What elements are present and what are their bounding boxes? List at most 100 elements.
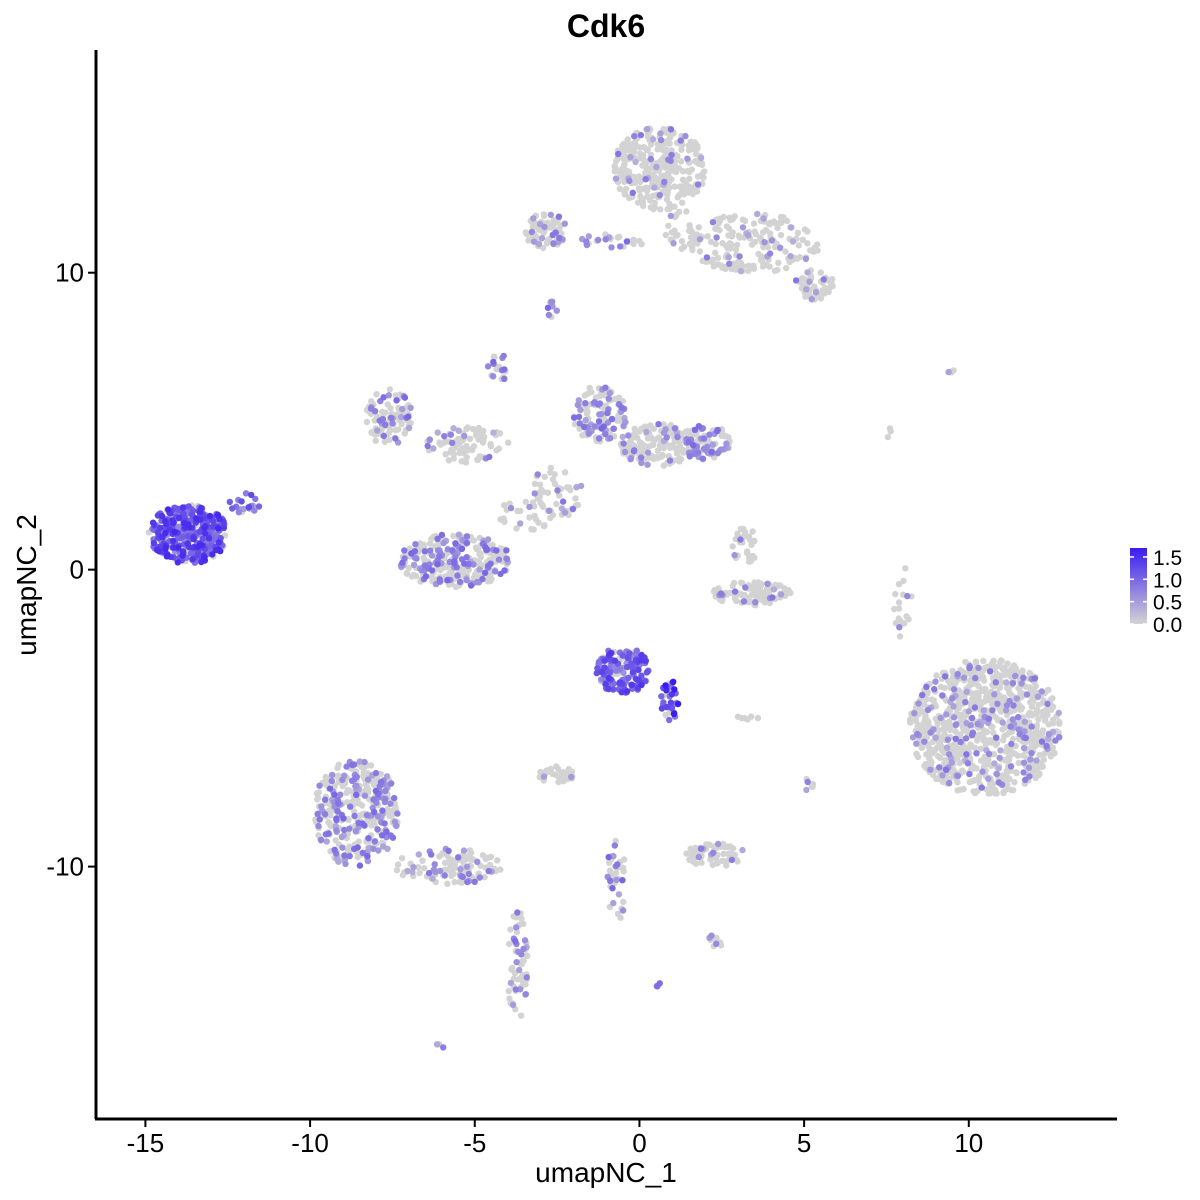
cell-point: [656, 192, 663, 199]
cell-point: [620, 146, 628, 154]
cell-point: [950, 714, 958, 721]
cell-point: [1041, 717, 1049, 724]
cell-point: [891, 605, 898, 613]
cell-point: [956, 688, 964, 696]
cell-point: [605, 853, 612, 861]
cell-point: [629, 668, 637, 676]
cell-point: [621, 448, 629, 456]
cell-point: [513, 525, 520, 532]
cell-point: [927, 729, 934, 736]
cell-point: [692, 141, 699, 149]
cell-point: [595, 418, 603, 425]
cell-point: [519, 958, 526, 965]
cell-point: [331, 791, 338, 798]
cell-point: [209, 551, 216, 558]
cell-point: [927, 766, 934, 773]
cell-point: [398, 855, 406, 862]
cell-point: [1007, 763, 1015, 770]
cell-point: [1038, 688, 1046, 695]
cell-point: [179, 504, 187, 511]
cell-point: [1052, 737, 1059, 744]
cell-point: [795, 242, 802, 249]
cell-point: [660, 421, 667, 428]
cell-point: [641, 423, 648, 430]
cell-point: [452, 540, 459, 547]
cell-point: [380, 432, 388, 440]
cell-point: [999, 719, 1006, 726]
cell-point: [674, 700, 682, 708]
cell-point: [487, 443, 495, 450]
cell-point: [768, 237, 776, 244]
cell-point: [494, 857, 501, 864]
cell-point: [692, 844, 699, 851]
cell-point: [206, 512, 214, 520]
cell-point: [642, 657, 649, 664]
cell-point: [630, 240, 637, 248]
cell-point: [667, 699, 675, 706]
cell-point: [413, 555, 420, 562]
cell-point: [620, 422, 627, 430]
cell-point: [615, 891, 623, 898]
cell-point: [210, 523, 217, 530]
cell-point: [782, 588, 789, 595]
cell-point: [347, 803, 354, 810]
cell-point: [1038, 730, 1045, 737]
cell-point: [948, 759, 955, 766]
plot-title: Cdk6: [567, 8, 645, 44]
cell-point: [342, 860, 349, 867]
cell-point: [620, 440, 627, 447]
cell-point: [659, 146, 667, 153]
cell-point: [479, 439, 487, 446]
cell-point: [1025, 764, 1033, 771]
cell-point: [179, 552, 186, 559]
cell-point: [190, 535, 197, 543]
cell-point: [606, 435, 614, 442]
cell-point: [377, 770, 384, 778]
cell-point: [1021, 776, 1029, 784]
cell-point: [708, 238, 715, 246]
cell-point: [459, 873, 466, 881]
cell-point: [695, 853, 702, 861]
cell-point: [501, 567, 508, 574]
cell-point: [937, 714, 944, 722]
cell-point: [789, 238, 797, 245]
cell-point: [1009, 680, 1017, 687]
cell-point: [594, 665, 601, 672]
cell-point: [399, 559, 406, 566]
cell-point: [449, 547, 456, 554]
cell-point: [1027, 699, 1034, 706]
cell-point: [766, 250, 774, 257]
cell-point: [598, 425, 605, 432]
cell-point: [174, 505, 182, 512]
cell-point: [512, 986, 519, 993]
cell-point: [977, 757, 985, 764]
cell-point: [1044, 700, 1051, 708]
cell-point: [235, 509, 242, 516]
cell-point: [954, 779, 961, 786]
cell-point: [386, 386, 394, 393]
cell-point: [1049, 744, 1057, 751]
cell-point: [989, 707, 996, 714]
cell-point: [977, 674, 984, 681]
cell-point: [665, 222, 672, 229]
cell-point: [479, 852, 487, 859]
cell-point: [1036, 751, 1043, 759]
cell-point: [561, 509, 569, 516]
cell-point: [719, 597, 726, 604]
cell-point: [389, 834, 397, 841]
cell-point: [964, 760, 972, 767]
cell-point: [531, 490, 538, 497]
cell-point: [457, 866, 464, 873]
cell-point: [810, 248, 818, 255]
cell-point: [456, 878, 463, 886]
cell-point: [359, 849, 366, 856]
cell-point: [650, 441, 657, 449]
cell-point: [174, 559, 181, 566]
cell-point: [974, 691, 981, 698]
cell-point: [535, 519, 542, 526]
cell-point: [500, 352, 507, 360]
cell-point: [637, 657, 645, 664]
cell-point: [923, 696, 930, 703]
cell-point: [379, 843, 387, 850]
cell-point: [163, 553, 170, 560]
